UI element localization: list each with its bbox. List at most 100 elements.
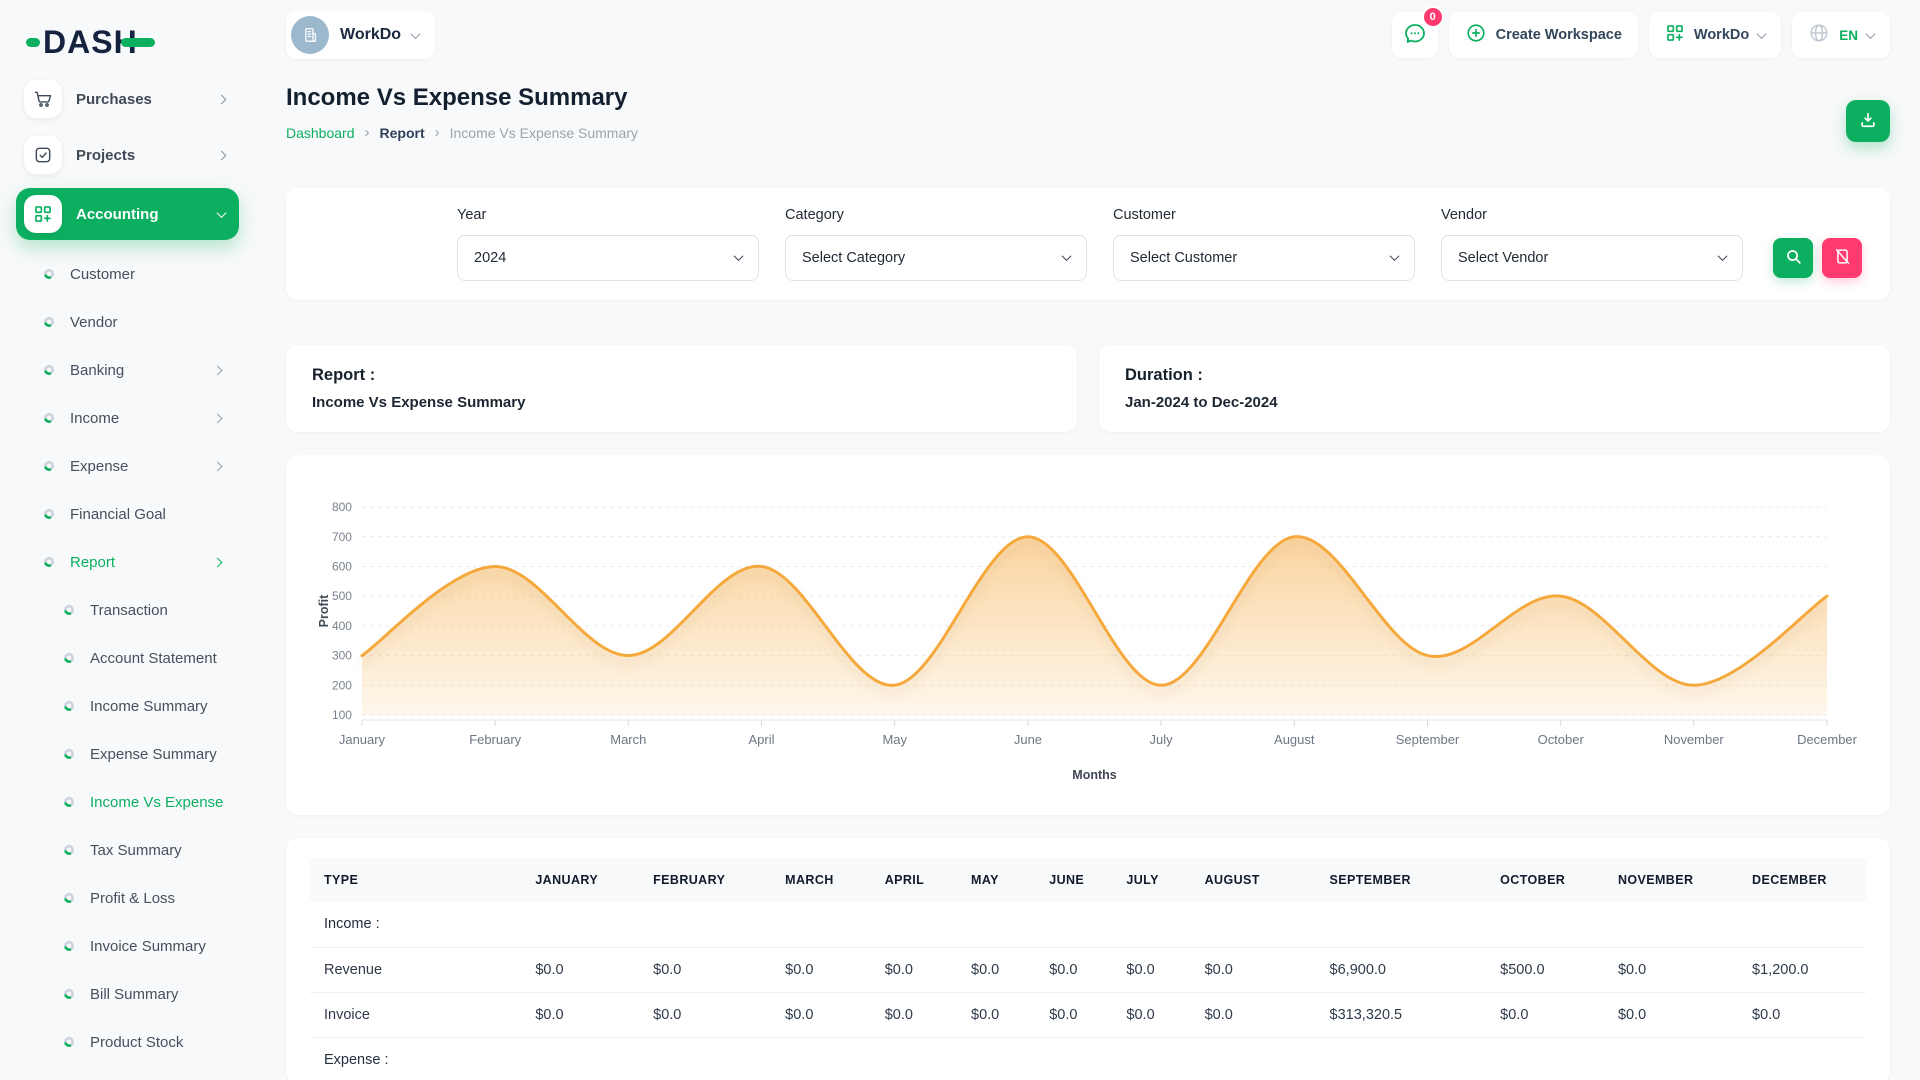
- customer-label: Customer: [1113, 207, 1415, 223]
- bullet-icon: [64, 1037, 74, 1047]
- table-cell: $0.0: [961, 947, 1039, 992]
- report-card-title: Report :: [312, 366, 1051, 385]
- workspace-switcher[interactable]: WorkDo: [286, 11, 435, 59]
- chevron-right-icon: [213, 365, 223, 375]
- breadcrumb-report[interactable]: Report: [380, 125, 425, 141]
- x-tick-label: June: [1014, 732, 1042, 747]
- sidebar-item-vendor[interactable]: Vendor: [16, 298, 239, 346]
- vendor-select-value: Select Vendor: [1458, 250, 1548, 266]
- chart-card: 100200300400500600700800JanuaryFebruaryM…: [286, 455, 1890, 815]
- table-header-cell: FEBRUARY: [643, 858, 775, 902]
- sidebar-item-account-statement[interactable]: Account Statement: [16, 634, 239, 682]
- table-cell: $0.0: [643, 992, 775, 1037]
- table-cell: $0.0: [961, 992, 1039, 1037]
- reset-button[interactable]: [1822, 238, 1862, 278]
- download-button[interactable]: [1846, 100, 1890, 142]
- sidebar-item-projects[interactable]: Projects: [16, 132, 239, 178]
- search-icon: [1784, 247, 1803, 269]
- table-cell: $0.0: [775, 992, 875, 1037]
- sidebar: DASH Purchases Projects: [0, 0, 255, 1080]
- breadcrumb-dashboard[interactable]: Dashboard: [286, 125, 355, 141]
- sidebar-item-customer[interactable]: Customer: [16, 250, 239, 298]
- language-label: EN: [1839, 28, 1858, 43]
- table-header-cell: JULY: [1116, 858, 1194, 902]
- language-dropdown[interactable]: EN: [1792, 12, 1890, 58]
- plus-circle-icon: [1465, 22, 1487, 48]
- messages-button[interactable]: 0: [1392, 12, 1438, 58]
- page-title: Income Vs Expense Summary: [286, 84, 638, 112]
- sidebar-item-banking[interactable]: Banking: [16, 346, 239, 394]
- category-select[interactable]: Select Category: [785, 235, 1087, 281]
- table-cell: $0.0: [643, 947, 775, 992]
- table-header-cell: MAY: [961, 858, 1039, 902]
- sidebar-item-product-stock[interactable]: Product Stock: [16, 1018, 239, 1066]
- sidebar-item-label: Product Stock: [90, 1034, 183, 1051]
- app-logo[interactable]: DASH: [26, 22, 239, 62]
- vendor-select[interactable]: Select Vendor: [1441, 235, 1743, 281]
- sidebar-item-profit-loss[interactable]: Profit & Loss: [16, 874, 239, 922]
- report-submenu: TransactionAccount StatementIncome Summa…: [16, 586, 239, 1080]
- sidebar-item-expense-summary[interactable]: Expense Summary: [16, 730, 239, 778]
- search-button[interactable]: [1773, 238, 1813, 278]
- sidebar-item-accounting[interactable]: Accounting: [16, 188, 239, 240]
- table-cell: $6,900.0: [1320, 947, 1491, 992]
- sidebar-item-label: Profit & Loss: [90, 890, 175, 907]
- main-content: WorkDo 0 Create Workspace: [255, 0, 1920, 1080]
- sidebar-item-invoice-summary[interactable]: Invoice Summary: [16, 922, 239, 970]
- chevron-right-icon: [217, 94, 227, 104]
- y-tick-label: 800: [332, 500, 352, 514]
- bullet-icon: [44, 365, 54, 375]
- category-select-value: Select Category: [802, 250, 905, 266]
- summary-cards-row: Report : Income Vs Expense Summary Durat…: [286, 345, 1890, 432]
- year-select-value: 2024: [474, 250, 506, 266]
- table-header-cell: TYPE: [310, 858, 525, 902]
- table-row: Revenue$0.0$0.0$0.0$0.0$0.0$0.0$0.0$0.0$…: [310, 947, 1866, 992]
- create-workspace-button[interactable]: Create Workspace: [1449, 12, 1638, 58]
- sidebar-item-cash-flow[interactable]: Cash Flow: [16, 1066, 239, 1080]
- sidebar-item-label: Expense: [70, 458, 128, 475]
- year-select[interactable]: 2024: [457, 235, 759, 281]
- sidebar-item-tax-summary[interactable]: Tax Summary: [16, 826, 239, 874]
- x-tick-label: May: [882, 732, 907, 747]
- sidebar-item-financial-goal[interactable]: Financial Goal: [16, 490, 239, 538]
- sidebar-item-purchases[interactable]: Purchases: [16, 76, 239, 122]
- customer-select[interactable]: Select Customer: [1113, 235, 1415, 281]
- area-fill: [362, 537, 1827, 715]
- bullet-icon: [44, 509, 54, 519]
- y-axis-title: Profit: [317, 595, 331, 628]
- sidebar-item-label: Report: [70, 554, 115, 571]
- table-cell: $0.0: [875, 992, 961, 1037]
- sidebar-item-label: Financial Goal: [70, 506, 166, 523]
- sidebar-item-income-vs-expense[interactable]: Income Vs Expense: [16, 778, 239, 826]
- y-tick-label: 700: [332, 530, 352, 544]
- sidebar-item-income[interactable]: Income: [16, 394, 239, 442]
- topbar-actions: 0 Create Workspace WorkDo: [1392, 12, 1890, 58]
- breadcrumb: Dashboard › Report › Income Vs Expense S…: [286, 124, 638, 141]
- customer-select-value: Select Customer: [1130, 250, 1237, 266]
- sidebar-item-report[interactable]: Report: [16, 538, 239, 586]
- vendor-label: Vendor: [1441, 207, 1743, 223]
- duration-card-title: Duration :: [1125, 366, 1864, 385]
- duration-card: Duration : Jan-2024 to Dec-2024: [1099, 345, 1890, 432]
- chevron-down-icon: [734, 251, 744, 261]
- breadcrumb-separator: ›: [365, 124, 370, 141]
- sidebar-item-bill-summary[interactable]: Bill Summary: [16, 970, 239, 1018]
- sidebar-item-label: Accounting: [76, 206, 159, 223]
- table-cell: $0.0: [1608, 992, 1742, 1037]
- sidebar-item-transaction[interactable]: Transaction: [16, 586, 239, 634]
- table-section-row: Expense :: [310, 1037, 1866, 1080]
- table-header-cell: OCTOBER: [1490, 858, 1608, 902]
- chat-icon: [1403, 21, 1427, 49]
- table-header-row: TYPEJANUARYFEBRUARYMARCHAPRILMAYJUNEJULY…: [310, 858, 1866, 902]
- bullet-icon: [64, 941, 74, 951]
- x-tick-label: November: [1664, 732, 1725, 747]
- workspace-name: WorkDo: [340, 26, 401, 44]
- sidebar-item-expense[interactable]: Expense: [16, 442, 239, 490]
- sidebar-item-income-summary[interactable]: Income Summary: [16, 682, 239, 730]
- x-tick-label: March: [610, 732, 646, 747]
- logo-dash-icon: [26, 38, 40, 47]
- bullet-icon: [64, 653, 74, 663]
- workspace-dropdown[interactable]: WorkDo: [1649, 12, 1781, 58]
- table-cell: $0.0: [1116, 992, 1194, 1037]
- table-cell: $0.0: [875, 947, 961, 992]
